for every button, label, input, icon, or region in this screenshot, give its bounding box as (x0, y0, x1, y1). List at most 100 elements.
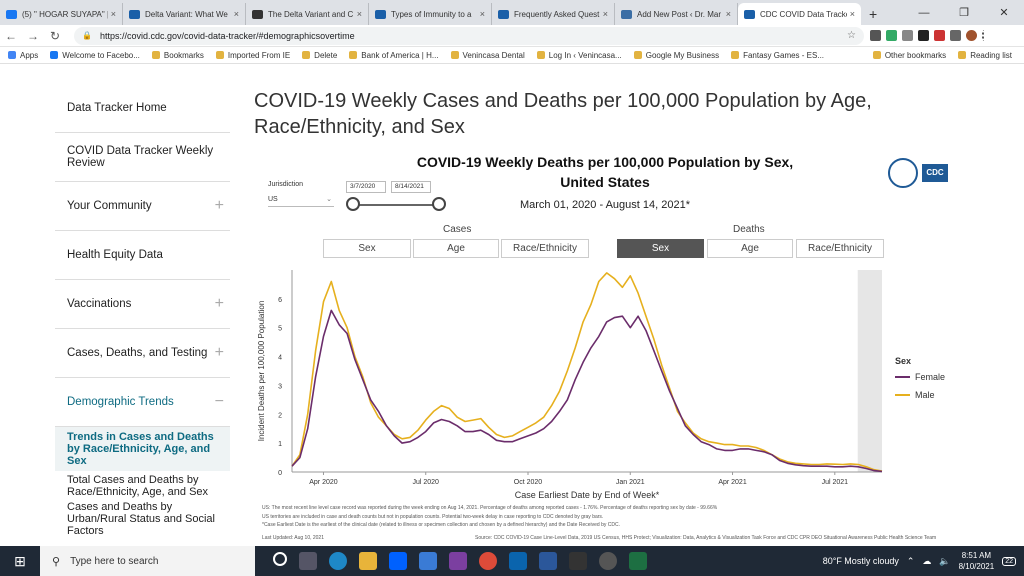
sidebar-item[interactable]: Demographic Trends − (55, 378, 230, 427)
extension-icon[interactable] (902, 30, 913, 41)
start-date-field[interactable]: 3/7/2020 (346, 181, 386, 193)
browser-tab[interactable]: CDC COVID Data Tracker × (738, 3, 861, 25)
bookmark-item[interactable]: Bank of America | H... (349, 50, 439, 60)
sidebar-item[interactable]: Your Community + (55, 182, 230, 231)
onenote-icon[interactable] (449, 552, 467, 570)
close-tab-icon[interactable]: × (849, 9, 855, 19)
clock[interactable]: 8:51 AM 8/10/2021 (959, 550, 995, 572)
bookmark-item[interactable]: Log In ‹ Venincasa... (536, 51, 622, 60)
bookmark-item[interactable]: Delete (302, 51, 337, 60)
taskbar-search[interactable]: ⚲ Type here to search (40, 546, 255, 576)
deaths-age-button[interactable]: Age (707, 239, 793, 258)
search-icon: ⚲ (52, 555, 61, 568)
excel-icon[interactable] (629, 552, 647, 570)
close-window-icon[interactable]: ✕ (999, 7, 1009, 19)
sidebar-item[interactable]: COVID Data Tracker Weekly Review (55, 133, 230, 182)
sidebar-item[interactable]: Data Tracker Home (55, 84, 230, 133)
date-range-slider[interactable] (352, 204, 439, 206)
minimize-icon[interactable]: — (918, 6, 930, 19)
expand-icon[interactable]: + (214, 295, 224, 312)
bookmark-label: Fantasy Games - ES... (743, 50, 825, 60)
bookmark-item[interactable]: Other bookmarks (872, 51, 946, 60)
browser-tab[interactable]: Frequently Asked Quest × (492, 3, 615, 25)
extension-icon[interactable] (886, 30, 897, 41)
avatar[interactable] (966, 30, 977, 41)
bookmark-label: Delete (314, 50, 338, 60)
close-tab-icon[interactable]: × (602, 9, 608, 19)
bookmark-item[interactable]: Welcome to Facebo... (50, 51, 140, 60)
volume-icon[interactable]: 🔈 (939, 555, 951, 566)
word-icon[interactable] (539, 552, 557, 570)
close-tab-icon[interactable]: × (110, 9, 116, 19)
app-icon[interactable] (569, 552, 587, 570)
sidebar-item[interactable]: Health Equity Data (55, 231, 230, 280)
puzzle-icon[interactable] (950, 30, 961, 41)
weather-text[interactable]: 80°F Mostly cloudy (822, 556, 899, 566)
y-tick-label: 3 (278, 383, 282, 390)
back-icon[interactable]: ← (5, 28, 17, 43)
bookmark-label: Imported From IE (227, 50, 291, 60)
jurisdiction-label: Jurisdiction (268, 181, 304, 188)
new-tab-button[interactable]: + (869, 6, 878, 22)
menu-icon[interactable] (982, 30, 986, 41)
reload-icon[interactable]: ↻ (49, 28, 61, 43)
close-tab-icon[interactable]: × (356, 9, 362, 19)
sidebar-subitem[interactable]: Cases and Deaths by Urban/Rural Status a… (67, 501, 215, 537)
extension-icon[interactable] (870, 30, 881, 41)
bookmark-label: Bank of America | H... (361, 50, 439, 60)
deaths-sex-button[interactable]: Sex (617, 239, 704, 258)
extension-icon[interactable] (918, 30, 929, 41)
cases-race-ethnicity-button[interactable]: Race/Ethnicity (501, 239, 589, 258)
extension-icon[interactable] (934, 30, 945, 41)
cases-sex-button[interactable]: Sex (323, 239, 411, 258)
chrome-icon[interactable] (479, 552, 497, 570)
url-field[interactable]: 🔒 https://covid.cdc.gov/covid-data-track… (74, 26, 864, 45)
sidebar-item[interactable]: Cases, Deaths, and Testing + (55, 329, 230, 378)
deaths-race-ethnicity-button[interactable]: Race/Ethnicity (796, 239, 884, 258)
close-tab-icon[interactable]: × (725, 9, 731, 19)
browser-tab[interactable]: The Delta Variant and C × (246, 3, 369, 25)
store-icon[interactable] (419, 552, 437, 570)
tray-chevron-icon[interactable]: ⌃ (906, 555, 915, 566)
task-view-icon[interactable] (299, 552, 317, 570)
bookmark-item[interactable]: Fantasy Games - ES... (731, 51, 824, 60)
settings-icon[interactable] (599, 552, 617, 570)
bookmark-item[interactable]: Imported From IE (215, 50, 291, 60)
bookmark-star-icon[interactable]: ☆ (847, 30, 856, 41)
windows-start-icon[interactable]: ⊞ (14, 552, 26, 569)
end-date-handle[interactable] (432, 197, 446, 211)
expand-icon[interactable]: + (214, 344, 224, 361)
collapse-icon[interactable]: − (214, 393, 224, 410)
close-tab-icon[interactable]: × (233, 9, 239, 19)
bookmark-item[interactable]: Google My Business (633, 51, 719, 60)
browser-tab[interactable]: Types of Immunity to a × (369, 3, 492, 25)
bookmark-item[interactable]: Apps (8, 51, 38, 60)
browser-tab[interactable]: Delta Variant: What We × (123, 3, 246, 25)
restore-icon[interactable]: ❐ (959, 7, 969, 19)
series-line-female (291, 309, 883, 473)
browser-tab[interactable]: Add New Post ‹ Dr. Mar × (615, 3, 738, 25)
bookmark-item[interactable]: Bookmarks (151, 51, 204, 60)
bookmark-item[interactable]: Venincasa Dental (450, 51, 525, 60)
dropbox-icon[interactable] (389, 552, 407, 570)
sidebar-subitem-active[interactable]: Trends in Cases and Deaths by Race/Ethni… (55, 427, 230, 471)
start-date-handle[interactable] (346, 197, 360, 211)
file-explorer-icon[interactable] (359, 552, 377, 570)
close-tab-icon[interactable]: × (479, 9, 485, 19)
bookmark-item[interactable]: Reading list (958, 51, 1012, 60)
outlook-icon[interactable] (509, 552, 527, 570)
sidebar-subitem[interactable]: Total Cases and Deaths by Race/Ethnicity… (67, 474, 209, 498)
expand-icon[interactable]: + (214, 197, 224, 214)
edge-icon[interactable] (329, 552, 347, 570)
clock-date: 8/10/2021 (958, 562, 995, 571)
legend-title: Sex (895, 356, 911, 366)
cases-age-button[interactable]: Age (413, 239, 499, 258)
jurisdiction-select[interactable]: US ⌄ (268, 194, 334, 207)
browser-tab[interactable]: (5) " HOGAR SUYAPA" | × (0, 3, 123, 25)
notification-badge[interactable]: 22 (1002, 556, 1016, 566)
network-icon[interactable]: ☁ (922, 555, 932, 566)
cortana-icon[interactable] (273, 552, 287, 566)
sidebar-item[interactable]: Vaccinations + (55, 280, 230, 329)
forward-icon[interactable]: → (27, 28, 39, 43)
end-date-field[interactable]: 8/14/2021 (391, 181, 431, 193)
